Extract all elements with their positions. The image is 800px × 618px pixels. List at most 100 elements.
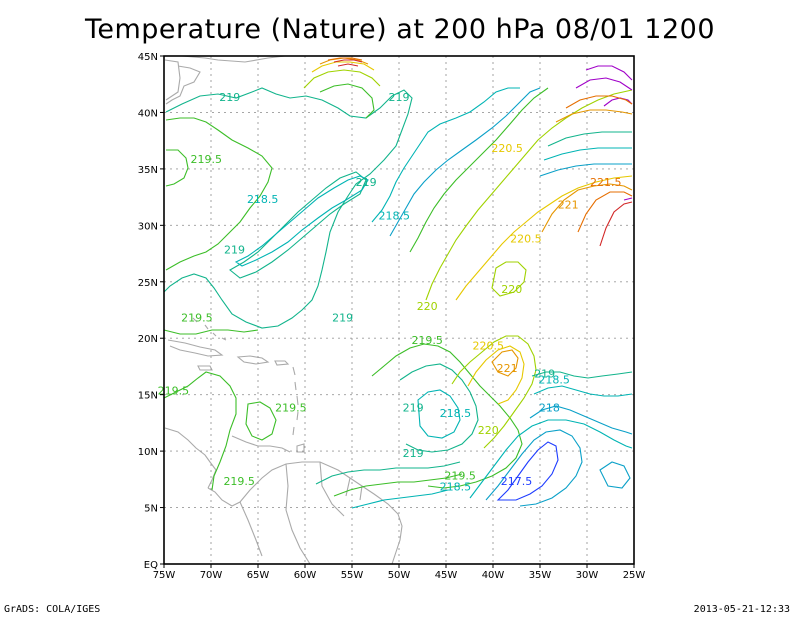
coastline-trinidad xyxy=(296,443,305,453)
contour-label: 219.5 xyxy=(275,402,307,415)
footer-left: GrADS: COLA/IGES xyxy=(4,604,101,615)
contour-label: 219.5 xyxy=(223,475,255,488)
contour-line xyxy=(491,349,519,377)
contour-line xyxy=(577,191,633,233)
contour-line xyxy=(543,147,632,161)
contour-label: 220.5 xyxy=(491,142,523,155)
contour-label: 221 xyxy=(497,362,518,375)
coastline-north-america xyxy=(164,55,286,105)
contour-line xyxy=(333,59,363,63)
contour-line xyxy=(467,345,525,405)
coastline-lesser-antilles xyxy=(292,366,299,436)
contour-line xyxy=(327,57,363,61)
contour-line xyxy=(425,89,633,301)
contour-line xyxy=(496,441,559,501)
contour-line xyxy=(409,87,549,253)
contour-label: 220.5 xyxy=(510,232,542,245)
lat-tick-label: 40N xyxy=(138,108,158,119)
contour-line xyxy=(389,87,541,237)
lat-tick-label: 5N xyxy=(144,504,158,515)
contour-label: 219 xyxy=(534,368,555,381)
coastline-jamaica xyxy=(197,365,213,371)
graticule xyxy=(164,56,634,564)
contour-line xyxy=(529,405,633,435)
contour-label: 220.5 xyxy=(473,340,505,353)
coastline-puerto-rico xyxy=(274,360,290,366)
contour-line xyxy=(603,97,633,107)
contour-layer xyxy=(163,57,633,509)
lat-tick-label: 25N xyxy=(138,278,158,289)
contour-line xyxy=(599,201,633,247)
lat-tick-label: 20N xyxy=(138,334,158,345)
lat-tick-label: 45N xyxy=(138,52,158,63)
map-title: Temperature (Nature) at 200 hPa 08/01 12… xyxy=(84,14,716,45)
contour-line xyxy=(555,109,633,123)
contour-line xyxy=(319,83,375,119)
coastline-venezuela-inner xyxy=(231,435,291,453)
lat-tick-label: 35N xyxy=(138,165,158,176)
contour-line xyxy=(585,65,633,81)
contour-line xyxy=(531,371,633,379)
lat-tick-label: EQ xyxy=(144,560,158,571)
axis-tick-layer: 75W 70W 65W 60W 55W 50W 45W 40W 35W 30W 25W EQ 5N 10N… xyxy=(138,52,646,581)
contour-line xyxy=(491,261,527,297)
contour-line xyxy=(303,69,381,89)
contour-line xyxy=(599,461,631,489)
contour-line xyxy=(311,61,375,73)
contour-line xyxy=(163,371,237,491)
coastline-bahamas xyxy=(192,317,227,341)
contour-label: 221.5 xyxy=(590,176,622,189)
coastline-hispaniola xyxy=(236,355,270,365)
lon-tick-label: 35W xyxy=(529,570,552,581)
contour-line xyxy=(333,473,463,497)
contour-line xyxy=(337,63,359,67)
contour-label: 220 xyxy=(417,300,438,313)
coastline-central-america xyxy=(164,427,217,489)
contour-line xyxy=(485,429,583,507)
contour-line xyxy=(315,461,461,485)
contour-line xyxy=(541,183,633,233)
contour-label: 219 xyxy=(224,244,245,257)
contour-label: 219 xyxy=(219,91,240,104)
contour-line xyxy=(565,95,633,109)
contour-label: 220 xyxy=(501,283,522,296)
contour-label: 221 xyxy=(558,198,579,211)
contour-line xyxy=(533,385,633,397)
contour-line xyxy=(623,197,633,201)
contour-line xyxy=(163,87,413,329)
coastline-layer xyxy=(164,55,403,565)
lon-tick-label: 65W xyxy=(247,570,270,581)
contour-line xyxy=(451,335,537,449)
contour-line xyxy=(469,419,633,499)
contour-label: 220 xyxy=(478,424,499,437)
contour-line xyxy=(165,117,273,271)
contour-label: 219 xyxy=(389,91,410,104)
contour-line xyxy=(417,389,461,439)
lon-tick-label: 60W xyxy=(294,570,317,581)
contour-line xyxy=(547,131,632,147)
contour-label: 219 xyxy=(356,176,377,189)
contour-label: 218.5 xyxy=(440,481,472,494)
contour-line xyxy=(245,401,277,441)
lon-tick-label: 40W xyxy=(482,570,505,581)
contour-label: 217.5 xyxy=(501,475,533,488)
contour-label: 219.5 xyxy=(158,385,190,398)
contour-line xyxy=(163,329,259,335)
lat-tick-label: 10N xyxy=(138,447,158,458)
contour-line xyxy=(234,175,369,267)
contour-line xyxy=(539,163,632,177)
contour-label: 219 xyxy=(332,311,353,324)
lon-tick-label: 50W xyxy=(388,570,411,581)
contour-line xyxy=(455,175,633,301)
contour-label: 218 xyxy=(539,402,560,415)
contour-label: 219.5 xyxy=(411,334,443,347)
contour-label: 219.5 xyxy=(181,311,213,324)
contour-label: 219.5 xyxy=(191,153,223,166)
footer-right: 2013-05-21-12:33 xyxy=(693,604,790,615)
contour-label: 219 xyxy=(403,402,424,415)
contour-line xyxy=(399,363,479,453)
contour-line xyxy=(165,149,189,187)
lon-tick-label: 30W xyxy=(576,570,599,581)
lon-tick-label: 75W xyxy=(153,570,176,581)
